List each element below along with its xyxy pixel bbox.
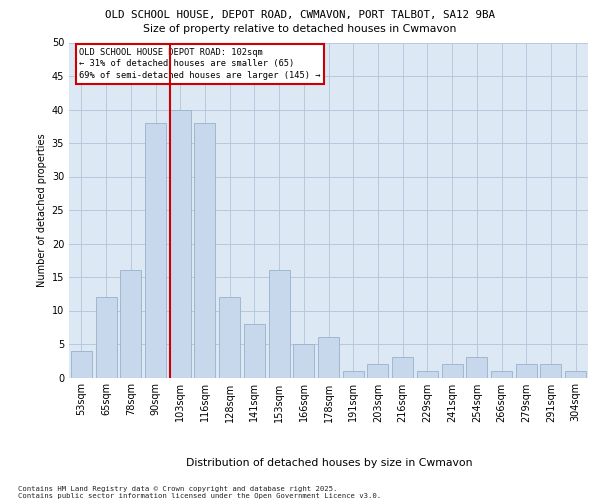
- Bar: [95, 297, 116, 378]
- Bar: [516, 364, 537, 378]
- Bar: [170, 110, 191, 378]
- Bar: [442, 364, 463, 378]
- Bar: [120, 270, 141, 378]
- Bar: [466, 358, 487, 378]
- Bar: [293, 344, 314, 378]
- Bar: [565, 371, 586, 378]
- Bar: [71, 350, 92, 378]
- Bar: [417, 371, 438, 378]
- Bar: [244, 324, 265, 378]
- Bar: [343, 371, 364, 378]
- Bar: [219, 297, 240, 378]
- Text: OLD SCHOOL HOUSE DEPOT ROAD: 102sqm
← 31% of detached houses are smaller (65)
69: OLD SCHOOL HOUSE DEPOT ROAD: 102sqm ← 31…: [79, 48, 321, 80]
- Bar: [541, 364, 562, 378]
- Bar: [145, 123, 166, 378]
- Text: Size of property relative to detached houses in Cwmavon: Size of property relative to detached ho…: [143, 24, 457, 34]
- Bar: [318, 338, 339, 378]
- Text: Distribution of detached houses by size in Cwmavon: Distribution of detached houses by size …: [185, 458, 472, 468]
- Text: OLD SCHOOL HOUSE, DEPOT ROAD, CWMAVON, PORT TALBOT, SA12 9BA: OLD SCHOOL HOUSE, DEPOT ROAD, CWMAVON, P…: [105, 10, 495, 20]
- Bar: [491, 371, 512, 378]
- Bar: [194, 123, 215, 378]
- Text: Contains HM Land Registry data © Crown copyright and database right 2025.
Contai: Contains HM Land Registry data © Crown c…: [18, 486, 381, 499]
- Y-axis label: Number of detached properties: Number of detached properties: [37, 133, 47, 287]
- Bar: [269, 270, 290, 378]
- Bar: [367, 364, 388, 378]
- Bar: [392, 358, 413, 378]
